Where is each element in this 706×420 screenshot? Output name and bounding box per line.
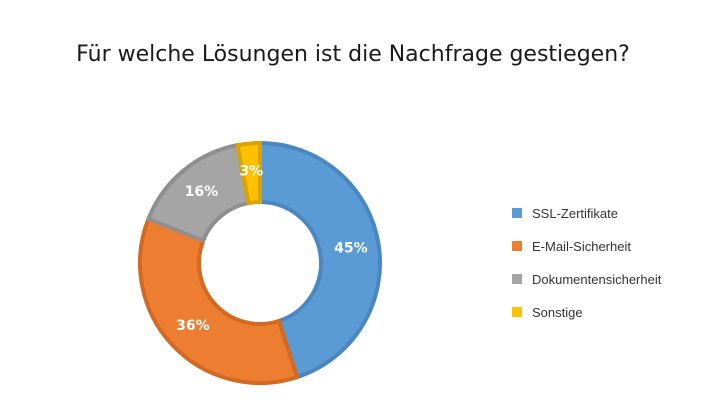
donut-slices — [138, 140, 382, 385]
legend-label-email: E-Mail-Sicherheit — [532, 238, 631, 254]
data-label-sonstige: 3% — [239, 163, 263, 179]
legend-swatch-dokumente — [512, 274, 522, 284]
legend-swatch-email — [512, 241, 522, 251]
donut-slice-sonstige — [235, 140, 262, 206]
legend-label-dokumente: Dokumentensicherheit — [532, 271, 662, 287]
chart-title: Für welche Lösungen ist die Nachfrage ge… — [76, 42, 630, 67]
donut-slice-ssl — [258, 140, 382, 380]
legend-item-ssl: SSL-Zertifikate — [512, 203, 661, 223]
data-label-dokumente: 16% — [185, 184, 219, 200]
donut-labels: 45% 36% 16% 3% — [176, 163, 367, 334]
legend-item-dokumente: Dokumentensicherheit — [512, 269, 661, 289]
legend-swatch-sonstige — [512, 307, 522, 317]
data-label-ssl: 45% — [334, 241, 368, 257]
data-label-email: 36% — [176, 318, 210, 334]
legend-item-sonstige: Sonstige — [512, 302, 661, 322]
legend-item-email: E-Mail-Sicherheit — [512, 236, 661, 256]
legend-swatch-ssl — [512, 208, 522, 218]
legend-label-ssl: SSL-Zertifikate — [532, 205, 618, 221]
donut-slice-email — [138, 216, 300, 385]
legend-label-sonstige: Sonstige — [532, 304, 583, 320]
legend: SSL-Zertifikate E-Mail-Sicherheit Dokume… — [512, 203, 661, 335]
